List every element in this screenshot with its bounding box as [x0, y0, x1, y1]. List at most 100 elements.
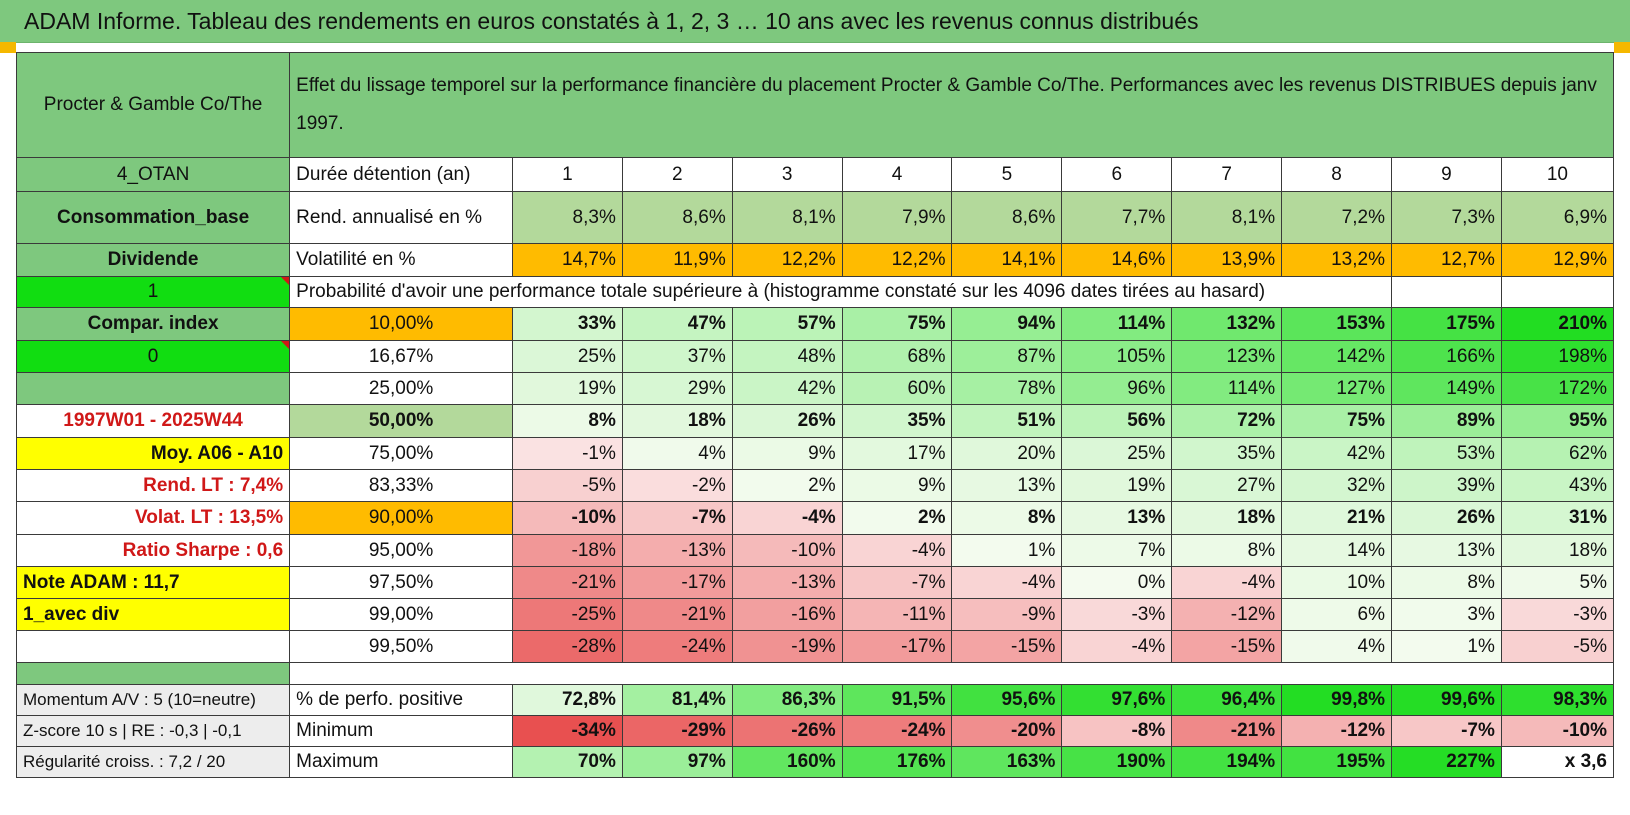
quantile-cell: 9% [841, 469, 953, 502]
summary-cell: 70% [511, 746, 623, 778]
rendement-cell: 8,6% [951, 191, 1063, 244]
summary-cell: 86,3% [731, 684, 843, 716]
rendement-cell: 7,9% [841, 191, 953, 244]
quantile-cell: 48% [731, 340, 843, 373]
quantile-row: 1997W01 - 2025W44 50,00% 8% 18% 26% 35% 51% 56%… [15, 404, 1615, 438]
quantile-row: 25,00% 19% 29% 42% 60% 78% 96% 114% 127% 149% 172% [15, 372, 1615, 405]
summary-cell: -21% [1171, 715, 1283, 747]
duration-cell: 8 [1281, 157, 1392, 192]
quantile-cell: 37% [621, 340, 733, 373]
quantile-cell: 56% [1061, 404, 1173, 438]
quantile-cell: 26% [1390, 501, 1502, 535]
quantile-cell: 4% [621, 437, 733, 470]
quantile-cell: -4% [1171, 566, 1283, 599]
summary-row: Régularité croiss. : 7,2 / 20 Maximum 70% 9… [15, 746, 1615, 778]
quantile-cell: 9% [731, 437, 843, 470]
summary-cell: 72,8% [511, 684, 623, 716]
quantile-cell: -4% [841, 534, 953, 567]
quantile-cell: -3% [1061, 598, 1173, 631]
summary-cell: -8% [1061, 715, 1173, 747]
quantile-cell: 26% [731, 404, 843, 438]
quantile-cell: 114% [1061, 307, 1173, 341]
quantile-cell: 43% [1500, 469, 1615, 502]
quantile-cell: 39% [1390, 469, 1502, 502]
quantile-cell: 13% [1061, 501, 1173, 535]
quantile-cell: 94% [951, 307, 1063, 341]
quantile-cell: 87% [951, 340, 1063, 373]
quantile-cell: 96% [1061, 372, 1173, 405]
duration-cell: 6 [1061, 157, 1173, 192]
quantile-threshold: 75,00% [289, 437, 513, 470]
table-description: Effet du lissage temporel sur la perform… [289, 52, 1614, 158]
quantile-cell: 166% [1390, 340, 1502, 373]
quantile-threshold: 99,00% [289, 598, 513, 631]
quantile-cell: 4% [1281, 630, 1392, 663]
quantile-cell: 42% [1281, 437, 1392, 470]
side-label: Consommation_base [15, 191, 291, 244]
quantile-cell: -4% [731, 501, 843, 535]
summary-cell: -7% [1390, 715, 1502, 747]
side-label: 0 [15, 340, 291, 373]
quantile-cell: -1% [511, 437, 623, 470]
quantile-cell: -15% [951, 630, 1063, 663]
quantile-cell: 42% [731, 372, 843, 405]
quantile-cell: 132% [1171, 307, 1283, 341]
quantile-cell: -15% [1171, 630, 1283, 663]
summary-cell: 98,3% [1500, 684, 1615, 716]
quantile-cell: -7% [621, 501, 733, 535]
quantile-threshold: 83,33% [289, 469, 513, 502]
summary-cell: 95,6% [951, 684, 1063, 716]
summary-side-label: Z-score 10 s | RE : -0,3 | -0,1 [15, 715, 291, 747]
quantile-cell: 72% [1171, 404, 1283, 438]
summary-cell: 194% [1171, 746, 1283, 778]
side-label: Dividende [15, 243, 291, 277]
duration-cell: 2 [621, 157, 733, 192]
quantile-row: Rend. LT : 7,4% 83,33% -5% -2% 2% 9% 13% 19% 27%… [15, 469, 1615, 502]
summary-cell: 163% [951, 746, 1063, 778]
quantile-cell: -13% [621, 534, 733, 567]
summary-cell: 227% [1390, 746, 1502, 778]
quantile-cell: 1% [951, 534, 1063, 567]
summary-row: Z-score 10 s | RE : -0,3 | -0,1 Minimum -3… [15, 715, 1615, 747]
duration-cell: 10 [1500, 157, 1615, 192]
empty-cell [1500, 276, 1615, 308]
quantile-threshold: 50,00% [289, 404, 513, 438]
quantile-cell: 0% [1061, 566, 1173, 599]
quantile-cell: 8% [1171, 534, 1283, 567]
summary-cell: 91,5% [841, 684, 953, 716]
quantile-cell: 5% [1500, 566, 1615, 599]
quantile-cell: 10% [1281, 566, 1392, 599]
duration-cell: 3 [731, 157, 843, 192]
summary-cell: 96,4% [1171, 684, 1283, 716]
rendement-cell: 7,3% [1390, 191, 1502, 244]
quantile-threshold: 10,00% [289, 307, 513, 341]
volatility-cell: 14,1% [951, 243, 1063, 277]
side-label: Rend. LT : 7,4% [15, 469, 291, 502]
summary-cell: 81,4% [621, 684, 733, 716]
side-label: 1997W01 - 2025W44 [15, 404, 291, 438]
summary-cell: 195% [1281, 746, 1392, 778]
quantile-cell: -17% [841, 630, 953, 663]
quantile-cell: 8% [951, 501, 1063, 535]
quantile-cell: 2% [731, 469, 843, 502]
quantile-cell: -7% [841, 566, 953, 599]
volatility-cell: 14,7% [511, 243, 623, 277]
side-label: Ratio Sharpe : 0,6 [15, 534, 291, 567]
quantile-cell: -17% [621, 566, 733, 599]
summary-cell: -34% [511, 715, 623, 747]
spacer-cell [289, 662, 1614, 685]
quantile-cell: 210% [1500, 307, 1615, 341]
quantile-cell: 62% [1500, 437, 1615, 470]
quantile-cell: 198% [1500, 340, 1615, 373]
quantile-cell: 35% [841, 404, 953, 438]
quantile-cell: -21% [621, 598, 733, 631]
summary-cell: 176% [841, 746, 953, 778]
side-label: Note ADAM : 11,7 [15, 566, 291, 599]
corner-mark-left [0, 42, 16, 53]
quantile-cell: -5% [511, 469, 623, 502]
spacer-cell [15, 662, 291, 685]
side-label: 4_OTAN [15, 157, 291, 192]
quantile-cell: 18% [1171, 501, 1283, 535]
quantile-cell: 105% [1061, 340, 1173, 373]
quantile-cell: 18% [621, 404, 733, 438]
